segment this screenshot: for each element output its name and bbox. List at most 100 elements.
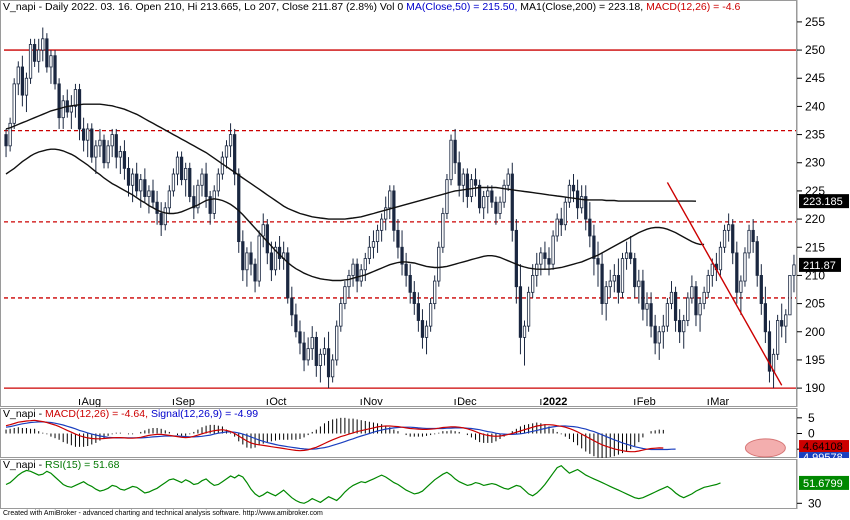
candle-body bbox=[551, 235, 555, 265]
candle-body bbox=[620, 258, 625, 293]
candle-body bbox=[102, 139, 106, 164]
candle-body bbox=[347, 275, 351, 288]
x-axis-label: Dec bbox=[457, 396, 477, 407]
candle-body bbox=[12, 83, 16, 124]
candle-body bbox=[731, 224, 735, 254]
rsi-pane[interactable]: 30 51.6799 V_napi - RSI(15) = 51.68 bbox=[0, 459, 850, 509]
candle-body bbox=[257, 235, 261, 282]
price-header-macd: MACD(12,26) = -4.6 bbox=[646, 1, 741, 13]
price-axis-label: 215 bbox=[805, 240, 825, 254]
candle-body bbox=[486, 190, 490, 197]
candle-body bbox=[45, 38, 49, 68]
candle-body bbox=[673, 291, 678, 321]
candle-body bbox=[461, 173, 465, 186]
price-header: V_napi - Daily 2022. 03. 16. Open 210, H… bbox=[3, 1, 740, 13]
price-axis-label: 195 bbox=[805, 353, 825, 367]
candle-body bbox=[269, 252, 274, 271]
candle-body bbox=[722, 229, 727, 248]
candle-body bbox=[139, 179, 143, 192]
candle-body bbox=[629, 252, 633, 259]
macd-axis-label: 0 bbox=[808, 427, 815, 441]
price-axis-label: 245 bbox=[805, 71, 825, 85]
candle-body bbox=[163, 207, 167, 226]
candle-body bbox=[416, 303, 420, 321]
candle-body bbox=[526, 291, 531, 327]
rsi-header-value: RSI(15) = 51.68 bbox=[45, 459, 120, 471]
candle-body bbox=[547, 258, 551, 265]
candle-body bbox=[482, 196, 486, 209]
candle-body bbox=[335, 325, 339, 361]
candle-body bbox=[28, 44, 33, 79]
candle-body bbox=[367, 246, 372, 259]
candle-body bbox=[77, 89, 82, 130]
x-axis-label: 2022 bbox=[543, 396, 567, 407]
x-axis-label: Oct bbox=[269, 396, 286, 407]
candle-body bbox=[445, 179, 449, 214]
candle-body bbox=[106, 145, 110, 164]
candle-body bbox=[433, 280, 437, 304]
candle-body bbox=[739, 280, 743, 293]
candle-body bbox=[331, 359, 335, 378]
candle-body bbox=[502, 184, 506, 203]
candle-body bbox=[600, 263, 604, 304]
candle-body bbox=[473, 179, 478, 186]
candle-body bbox=[743, 252, 747, 282]
candle-body bbox=[669, 291, 674, 304]
candle-body bbox=[380, 218, 384, 231]
close-value-box bbox=[799, 257, 841, 272]
candle-body bbox=[322, 348, 327, 355]
candle-body bbox=[718, 246, 723, 271]
macd-header-prefix: V_napi - bbox=[3, 408, 43, 420]
candle-body bbox=[204, 173, 208, 197]
candle-body bbox=[237, 173, 241, 243]
candle-body bbox=[580, 196, 584, 209]
footer-credit: Created with AmiBroker - advanced charti… bbox=[3, 510, 323, 517]
price-axis-label: 255 bbox=[805, 15, 825, 29]
candle-body bbox=[273, 246, 278, 271]
rsi-chart[interactable]: 30 51.6799 bbox=[0, 459, 850, 509]
candle-body bbox=[449, 139, 453, 181]
price-pane[interactable]: 190 195 200 205 210 215 220 225 230 235 240 245 250 2… bbox=[0, 0, 850, 407]
candle-body bbox=[228, 134, 233, 147]
candle-body bbox=[114, 134, 118, 158]
candle-body bbox=[633, 258, 637, 288]
price-axis-label: 210 bbox=[805, 268, 825, 282]
candle-body bbox=[465, 173, 469, 197]
candle-body bbox=[110, 134, 114, 147]
macd-pane[interactable]: -5054.641084.99578 V_napi - MACD(12,26) … bbox=[0, 408, 850, 458]
candle-body bbox=[49, 55, 53, 68]
candle-body bbox=[41, 38, 45, 51]
candle-body bbox=[645, 303, 649, 310]
candle-body bbox=[608, 280, 612, 288]
candle-body bbox=[612, 275, 616, 282]
price-axis-label: 235 bbox=[805, 128, 825, 142]
candle-body bbox=[298, 331, 302, 344]
macd-chart[interactable]: -5054.641084.99578 bbox=[0, 408, 850, 458]
candle-body bbox=[339, 303, 343, 327]
candle-body bbox=[24, 77, 29, 96]
candle-body bbox=[147, 190, 151, 197]
candle-body bbox=[302, 342, 306, 361]
candle-body bbox=[224, 145, 229, 158]
candle-body bbox=[420, 320, 425, 338]
candle-body bbox=[686, 297, 690, 321]
candle-body bbox=[192, 196, 196, 209]
price-chart[interactable]: 1901952002052102152202252302352402452502… bbox=[0, 0, 850, 407]
candle-body bbox=[604, 286, 608, 304]
candle-body bbox=[175, 156, 180, 175]
candle-body bbox=[200, 173, 204, 186]
candle-body bbox=[8, 122, 12, 147]
rsi-axis-label: 30 bbox=[808, 496, 822, 509]
candle-body bbox=[571, 184, 576, 192]
candle-body bbox=[290, 297, 294, 316]
candle-body bbox=[310, 336, 314, 350]
candle-body bbox=[506, 173, 510, 186]
candle-body bbox=[118, 151, 122, 158]
candle-body bbox=[624, 252, 629, 259]
price-header-main: V_napi - Daily 2022. 03. 16. Open 210, H… bbox=[3, 1, 404, 13]
candle-body bbox=[437, 246, 441, 282]
macd-line bbox=[5, 419, 664, 453]
close-value-label: 211.87 bbox=[803, 260, 836, 272]
candle-body bbox=[424, 325, 429, 338]
candle-body bbox=[751, 229, 755, 243]
